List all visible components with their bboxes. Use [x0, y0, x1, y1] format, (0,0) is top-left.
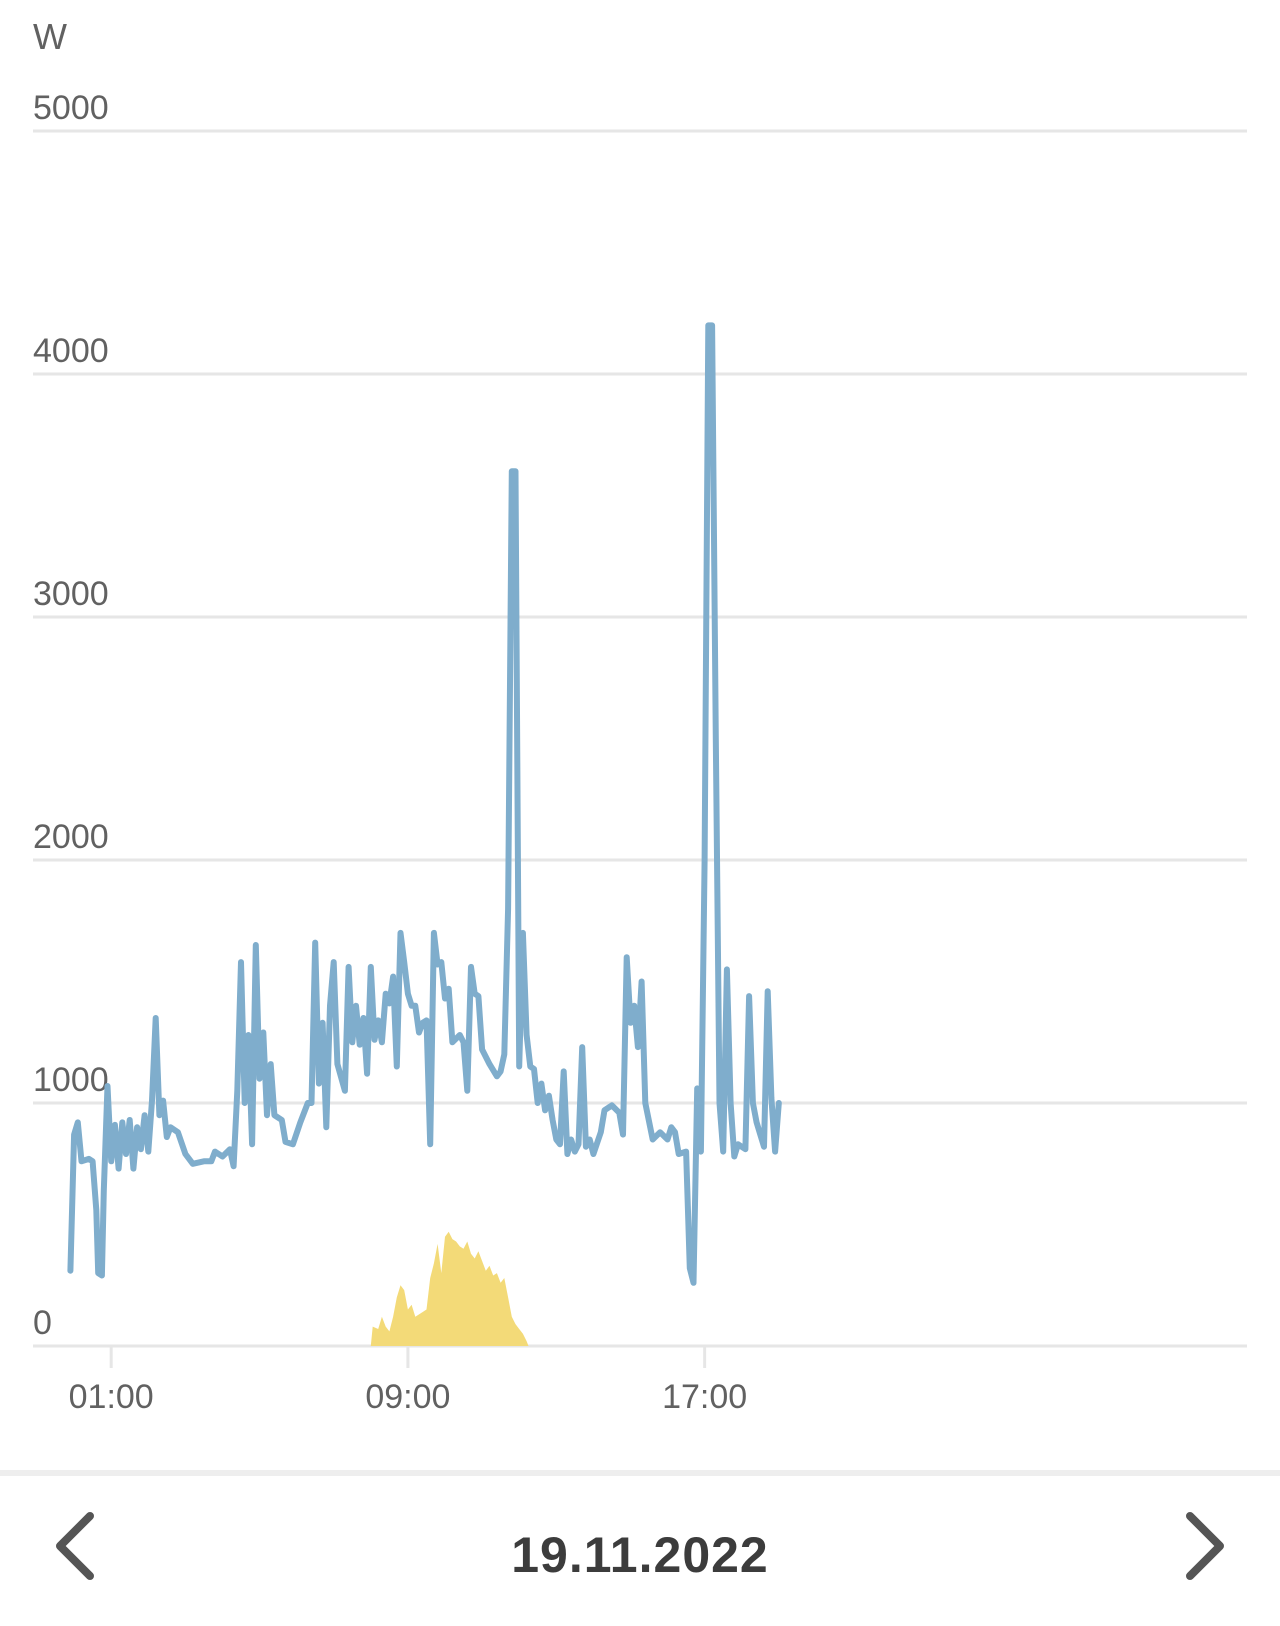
y-tick-label-5000: 5000 — [33, 89, 109, 127]
x-tick-label: 01:00 — [69, 1378, 154, 1416]
y-tick-label-4000: 4000 — [33, 332, 109, 370]
previous-day-button[interactable] — [26, 1496, 126, 1596]
y-tick-label-0: 0 — [33, 1304, 52, 1342]
y-tick-label-3000: 3000 — [33, 575, 109, 613]
consumption-line-series — [67, 322, 782, 1286]
y-tick-label-2000: 2000 — [33, 818, 109, 856]
chevron-left-icon — [56, 1512, 94, 1580]
x-tick-label: 17:00 — [662, 1378, 747, 1416]
power-chart: W 0 1000 2000 3000 4000 5000 01:00 09:00 17:00 — [33, 16, 1247, 1416]
x-tick-label: 09:00 — [365, 1378, 450, 1416]
chart-plot: 0 1000 2000 3000 4000 5000 01:00 09:00 17:00 — [33, 89, 1247, 1416]
y-axis-unit-label: W — [33, 16, 67, 57]
next-day-button[interactable] — [1154, 1496, 1254, 1596]
divider — [0, 1470, 1280, 1476]
current-date: 19.11.2022 — [511, 1527, 769, 1583]
chevron-right-icon — [1186, 1512, 1224, 1580]
date-navigation: 19.11.2022 — [0, 1476, 1280, 1626]
production-area-series — [370, 1231, 529, 1346]
y-tick-label-1000: 1000 — [33, 1061, 109, 1099]
